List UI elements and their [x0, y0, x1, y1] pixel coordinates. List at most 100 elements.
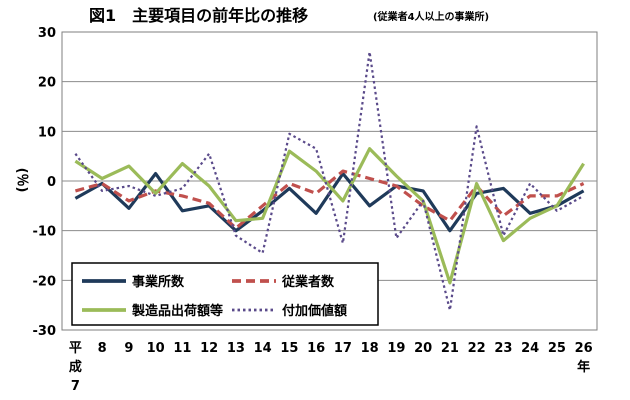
y-tick-label: 0 — [47, 175, 56, 190]
x-tick-label: 18 — [361, 341, 379, 356]
x-tick-label: 21 — [441, 341, 459, 356]
x-tick-label: 8 — [98, 341, 107, 356]
data-point — [208, 203, 210, 205]
data-point — [422, 200, 424, 202]
legend-label: 製造品出荷額等 — [131, 303, 223, 319]
data-point — [155, 173, 157, 175]
x-tick-label: 20 — [414, 341, 432, 356]
data-point — [369, 205, 371, 207]
data-point — [342, 242, 344, 244]
data-point — [128, 200, 130, 202]
x-tick-label: 12 — [200, 341, 218, 356]
data-point — [128, 185, 130, 187]
data-point — [101, 183, 103, 185]
x-tick-label: 15 — [280, 341, 298, 356]
legend-label: 事業所数 — [132, 274, 185, 290]
data-point — [128, 208, 130, 210]
data-point — [369, 148, 371, 150]
data-point — [182, 195, 184, 197]
data-point — [503, 188, 505, 190]
y-tick-label: 20 — [38, 76, 56, 91]
data-point — [315, 148, 317, 150]
data-point — [396, 185, 398, 187]
data-point — [262, 252, 264, 254]
data-point — [529, 183, 531, 185]
data-point — [235, 235, 237, 237]
x-tick-label: 14 — [254, 341, 272, 356]
data-point — [235, 220, 237, 222]
x-tick-label: 25 — [548, 341, 566, 356]
data-point — [128, 165, 130, 167]
x-tick-label: 16 — [307, 341, 325, 356]
data-point — [529, 212, 531, 214]
data-point — [556, 205, 558, 207]
y-tick-label: 30 — [38, 26, 56, 41]
data-point — [449, 220, 451, 222]
data-point — [182, 210, 184, 212]
data-point — [289, 150, 291, 152]
y-tick-label: -20 — [33, 274, 57, 289]
data-point — [75, 190, 77, 192]
data-point — [342, 200, 344, 202]
data-point — [101, 178, 103, 180]
data-point — [235, 227, 237, 229]
data-point — [503, 240, 505, 242]
legend-label: 付加価値額 — [282, 303, 347, 319]
data-point — [556, 195, 558, 197]
x-tick-label: 22 — [468, 341, 486, 356]
data-point — [262, 217, 264, 219]
y-tick-label: -10 — [33, 225, 57, 240]
series-line — [74, 50, 585, 312]
data-point — [75, 153, 77, 155]
data-point — [583, 163, 585, 165]
data-point — [529, 195, 531, 197]
data-point — [262, 205, 264, 207]
data-point — [208, 153, 210, 155]
data-point — [476, 126, 478, 128]
x-tick-label: 11 — [173, 341, 191, 356]
data-point — [396, 175, 398, 177]
data-point — [529, 217, 531, 219]
legend-label: 従業者数 — [281, 274, 335, 290]
data-point — [208, 185, 210, 187]
data-point — [289, 188, 291, 190]
x-tick-label: 9 — [124, 341, 133, 356]
series-line — [74, 169, 585, 230]
data-point — [556, 210, 558, 212]
x-tick-label: 26 年 — [575, 341, 593, 375]
data-point — [155, 193, 157, 195]
data-point — [476, 193, 478, 195]
plot-area: 30 20 10 0 -10 -20 -30 平成 7 8 9 10 11 12 13 14 15 16 17 18 1… — [33, 26, 598, 394]
data-point — [583, 195, 585, 197]
y-axis-label: (％) — [14, 168, 29, 193]
chart-subtitle: (従業者4人以上の事業所) — [373, 10, 489, 23]
data-point — [369, 51, 371, 53]
data-point — [503, 235, 505, 237]
data-point — [315, 170, 317, 172]
series-line — [74, 147, 585, 285]
data-point — [289, 183, 291, 185]
data-point — [315, 212, 317, 214]
data-point — [476, 183, 478, 185]
data-point — [75, 160, 77, 162]
data-point — [503, 215, 505, 217]
data-point — [342, 170, 344, 172]
x-tick-label: 23 — [494, 341, 512, 356]
chart-title: 図1 主要項目の前年比の推移 — [89, 6, 308, 25]
data-point — [422, 190, 424, 192]
y-tick-label: 10 — [38, 125, 56, 140]
x-tick-label: 17 — [334, 341, 352, 356]
data-point — [396, 237, 398, 239]
x-tick-label: 10 — [147, 341, 165, 356]
y-tick-label: -30 — [33, 324, 57, 339]
x-tick-label: 19 — [387, 341, 405, 356]
data-point — [583, 190, 585, 192]
data-point — [262, 210, 264, 212]
x-tick-label: 13 — [227, 341, 245, 356]
data-point — [449, 230, 451, 232]
data-point — [75, 198, 77, 200]
x-tick-label: 24 — [521, 341, 539, 356]
x-tick-label: 平成 7 — [69, 341, 82, 394]
